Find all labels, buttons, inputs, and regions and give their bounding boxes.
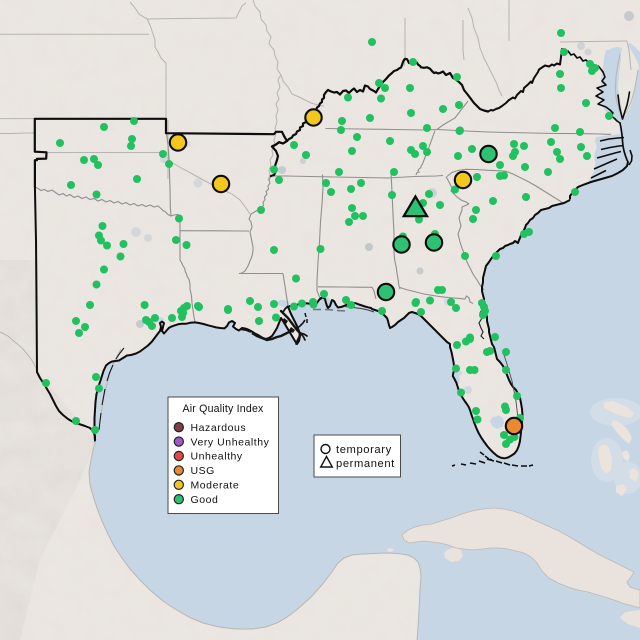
svg-text:temporary: temporary <box>336 444 392 456</box>
svg-text:USG: USG <box>191 465 215 477</box>
svg-text:Unhealthy: Unhealthy <box>191 451 243 463</box>
svg-text:Very Unhealthy: Very Unhealthy <box>191 436 270 448</box>
svg-text:Moderate: Moderate <box>191 480 240 492</box>
svg-text:permanent: permanent <box>336 458 395 470</box>
svg-text:Good: Good <box>191 494 219 506</box>
svg-text:Air Quality Index: Air Quality Index <box>182 403 264 415</box>
svg-text:Hazardous: Hazardous <box>191 422 247 434</box>
